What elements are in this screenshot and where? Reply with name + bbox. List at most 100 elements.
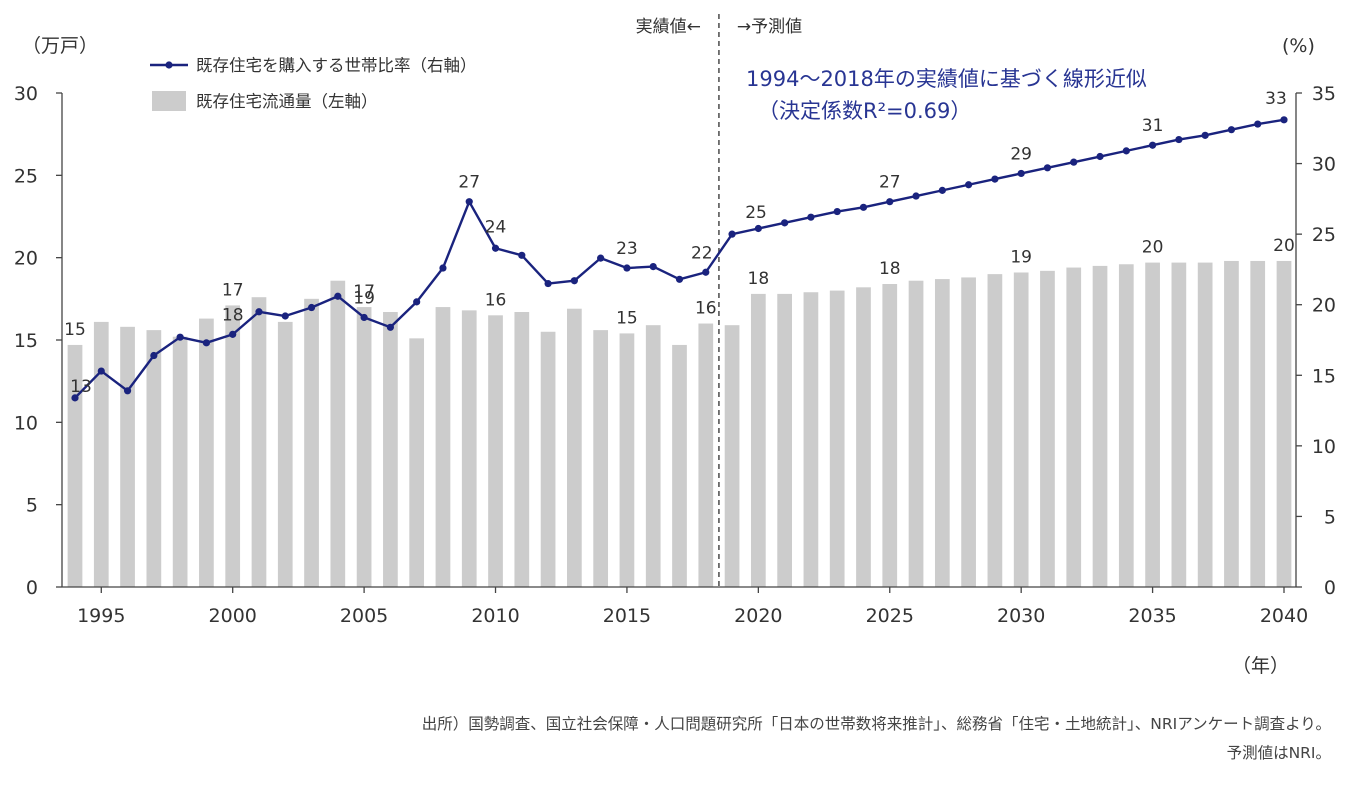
bar-label-2005: 17 (353, 282, 375, 302)
x-tick-label-2040: 2040 (1260, 605, 1308, 627)
actual-label: 実績値← (636, 17, 701, 37)
legend-bar-swatch (152, 91, 186, 111)
x-tick-label-2005: 2005 (340, 605, 388, 627)
line-label-1994: 13 (70, 377, 92, 397)
bar-label-2025: 18 (879, 259, 901, 279)
x-tick-label-2020: 2020 (734, 605, 782, 627)
source-note-forecast: 予測値はNRI。 (1226, 744, 1331, 762)
line-label-2040: 33 (1265, 89, 1287, 109)
right-tick-label-20: 20 (1312, 295, 1336, 317)
bar-1994 (67, 344, 83, 587)
bar-2020 (750, 293, 766, 587)
right-tick-label-25: 25 (1312, 224, 1336, 246)
bar-label-1994: 15 (64, 320, 86, 340)
right-axis-title: (%) (1282, 35, 1315, 57)
left-tick-label-0: 0 (26, 577, 38, 599)
ratio-point-2027 (938, 186, 946, 194)
left-tick-label-25: 25 (14, 165, 38, 187)
bar-1999 (199, 318, 214, 587)
bar-2026 (908, 280, 924, 587)
bar-2012 (540, 331, 556, 587)
bar-2023 (829, 290, 845, 587)
ratio-point-2011 (518, 251, 526, 259)
legend-bar-label: 既存住宅流通量（左軸） (196, 92, 378, 111)
right-tick-label-5: 5 (1324, 506, 1336, 528)
line-label-2025: 27 (879, 173, 901, 193)
bar-2005 (356, 307, 372, 587)
line-label-2015: 23 (616, 239, 638, 259)
ratio-point-2003 (307, 303, 316, 312)
ratio-point-2009 (465, 198, 473, 206)
bar-label-2035: 20 (1142, 238, 1164, 258)
ratio-point-2001 (255, 308, 263, 316)
ratio-point-2039 (1254, 120, 1262, 128)
ratio-point-2026 (912, 192, 920, 200)
ratio-point-2037 (1201, 131, 1209, 139)
x-tick-label-2000: 2000 (209, 605, 257, 627)
bar-2035 (1145, 262, 1160, 587)
bar-2036 (1171, 262, 1187, 587)
right-tick-label-15: 15 (1312, 365, 1336, 387)
bar-2040 (1276, 260, 1292, 587)
line-label-2030: 29 (1010, 144, 1032, 164)
ratio-point-2008 (439, 264, 447, 272)
bar-2034 (1118, 264, 1134, 587)
line-label-2009: 27 (458, 173, 480, 193)
bar-2011 (514, 312, 530, 587)
ratio-point-1995 (97, 367, 105, 375)
x-tick-label-2025: 2025 (866, 605, 914, 627)
ratio-point-1997 (150, 351, 158, 360)
line-label-2005: 19 (353, 288, 375, 308)
bar-2016 (645, 325, 661, 587)
bar-2017 (672, 344, 687, 587)
line-label-2018: 22 (691, 243, 713, 263)
bar-2022 (803, 292, 819, 587)
bar-2021 (777, 293, 792, 587)
bar-2038 (1224, 260, 1239, 587)
bar-1996 (120, 326, 135, 587)
bar-2008 (435, 307, 451, 587)
ratio-point-2040 (1280, 116, 1288, 124)
ratio-point-2023 (833, 207, 841, 216)
ratio-point-2022 (807, 213, 815, 221)
bar-2010 (488, 315, 503, 587)
bar-2006 (383, 312, 398, 587)
ratio-point-2017 (675, 275, 684, 283)
bar-label-2010: 16 (485, 290, 507, 310)
bar-2000 (225, 305, 241, 587)
ratio-point-2036 (1175, 135, 1183, 144)
ratio-point-2000 (229, 330, 237, 338)
left-tick-label-30: 30 (14, 83, 38, 105)
bar-2037 (1197, 262, 1213, 587)
source-note: 出所）国勢調査、国立社会保障・人口問題研究所「日本の世帯数将来推計」、総務省「住… (421, 715, 1331, 733)
bar-2013 (567, 308, 582, 587)
bar-2007 (409, 338, 425, 587)
bar-2029 (987, 274, 1003, 587)
ratio-point-2035 (1148, 141, 1157, 149)
line-label-2019: 25 (745, 203, 767, 223)
legend-line-marker (165, 61, 173, 69)
bar-2039 (1250, 260, 1266, 587)
ratio-point-2007 (413, 298, 421, 306)
ratio-point-2025 (886, 198, 894, 206)
trend-annotation-r2: （決定係数R²=0.69） (758, 99, 971, 123)
ratio-point-2020 (754, 224, 762, 233)
x-tick-label-2035: 2035 (1128, 605, 1176, 627)
bar-2032 (1066, 267, 1082, 587)
ratio-point-2004 (334, 292, 342, 300)
bar-2001 (251, 297, 267, 587)
bar-label-2015: 15 (616, 308, 638, 328)
left-tick-label-15: 15 (14, 330, 38, 352)
bar-2004 (330, 280, 346, 587)
bar-2028 (961, 277, 976, 587)
bar-1995 (93, 321, 109, 587)
bar-2024 (856, 287, 871, 587)
forecast-label: →予測値 (737, 17, 802, 37)
ratio-point-2006 (386, 323, 394, 331)
bar-2031 (1040, 270, 1055, 587)
ratio-point-2016 (649, 263, 657, 271)
line-label-2010: 24 (485, 217, 507, 237)
left-tick-label-10: 10 (14, 412, 38, 434)
